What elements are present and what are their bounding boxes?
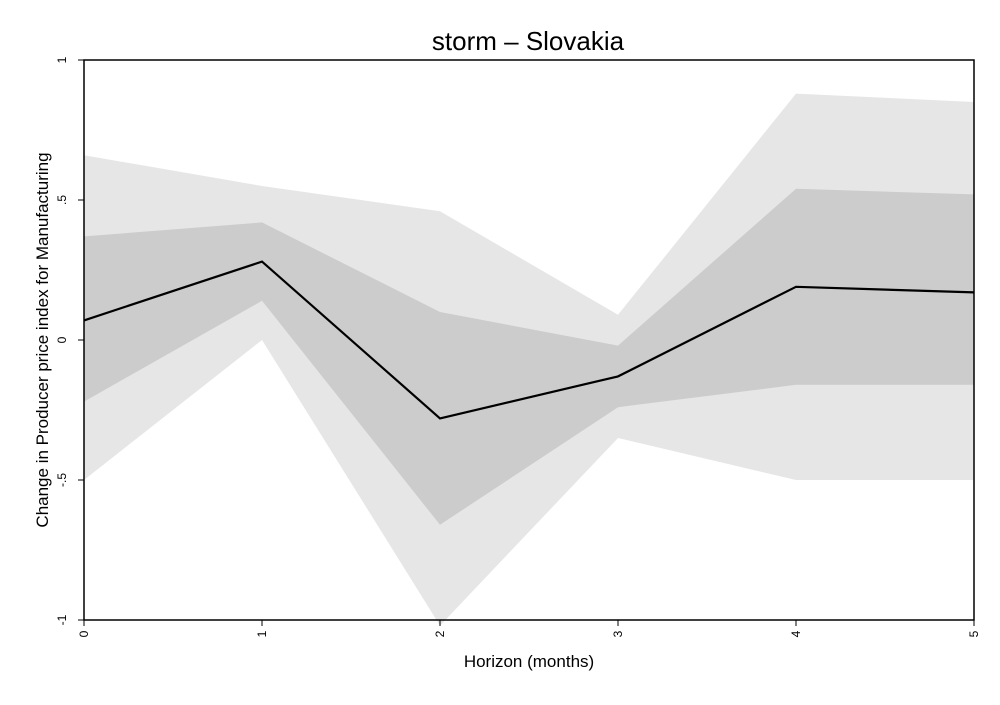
y-axis-title: Change in Producer price index for Manuf… (33, 152, 52, 527)
x-axis: 0 1 2 3 4 5 (77, 620, 981, 637)
x-tick-label: 4 (789, 630, 803, 637)
confidence-bands (84, 94, 974, 626)
y-tick-label: 1 (55, 56, 69, 63)
y-tick-label: -1 (55, 614, 69, 625)
x-tick-label: 0 (77, 630, 91, 637)
chart-title: storm – Slovakia (432, 26, 625, 56)
x-tick-label: 1 (255, 630, 269, 637)
y-tick-label: 0 (55, 336, 69, 343)
y-axis: -1 -.5 0 .5 1 (55, 56, 84, 625)
y-tick-label: -.5 (55, 473, 69, 487)
y-tick-label: .5 (55, 195, 69, 205)
x-axis-title: Horizon (months) (464, 652, 594, 671)
x-tick-label: 3 (611, 630, 625, 637)
x-tick-label: 2 (433, 630, 447, 637)
x-tick-label: 5 (967, 630, 981, 637)
